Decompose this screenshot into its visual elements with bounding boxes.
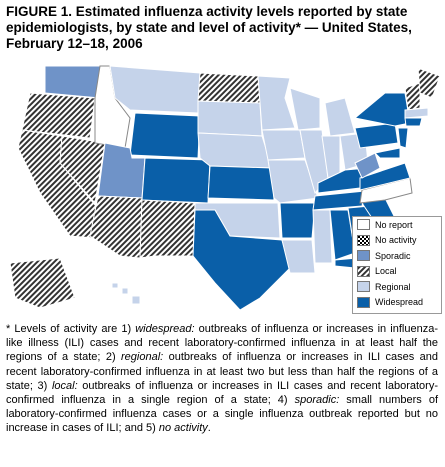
legend-label: Regional <box>375 281 411 292</box>
legend-item: No activity <box>353 233 441 249</box>
legend-swatch <box>357 265 370 277</box>
legend-label: No report <box>375 219 413 230</box>
footnote-text: local: <box>51 379 78 392</box>
legend-label: Local <box>375 266 397 277</box>
figure-title: FIGURE 1. Estimated influenza activity l… <box>6 4 412 51</box>
legend-item: Local <box>353 264 441 280</box>
footnote: * Levels of activity are 1) widespread: … <box>6 322 438 436</box>
legend-item: Sporadic <box>353 248 441 264</box>
footnote-text: widespread: <box>135 323 195 335</box>
us-map <box>9 65 441 311</box>
legend: No report No activity Sporadic Local Regio… <box>352 216 442 314</box>
legend-swatch <box>357 219 370 231</box>
footnote-text: regional: <box>121 351 164 364</box>
footnote-text: sporadic: <box>294 394 340 407</box>
footnote-text: outbreaks of influenza or increases in i… <box>6 323 438 364</box>
legend-swatch <box>357 234 370 246</box>
footnote-text: . <box>207 422 211 435</box>
legend-item: Widespread <box>353 295 441 311</box>
footnote-text: outbreaks of influenza or increases in I… <box>6 351 438 392</box>
footnote-text: small numbers of laboratory-confirmed in… <box>6 394 438 435</box>
states <box>9 65 441 311</box>
legend-label: Sporadic <box>375 250 411 261</box>
legend-swatch <box>357 281 370 293</box>
legend-item: Regional <box>353 279 441 295</box>
legend-item: No report <box>353 217 441 233</box>
footnote-text: no activity <box>158 422 208 435</box>
legend-label: Widespread <box>375 297 424 308</box>
legend-swatch <box>357 250 370 262</box>
legend-swatch <box>357 296 370 308</box>
legend-label: No activity <box>375 235 417 246</box>
footnote-text: outbreaks of influenza or increases in I… <box>6 379 438 407</box>
footnote-text: * Levels of activity are 1) <box>6 323 136 335</box>
